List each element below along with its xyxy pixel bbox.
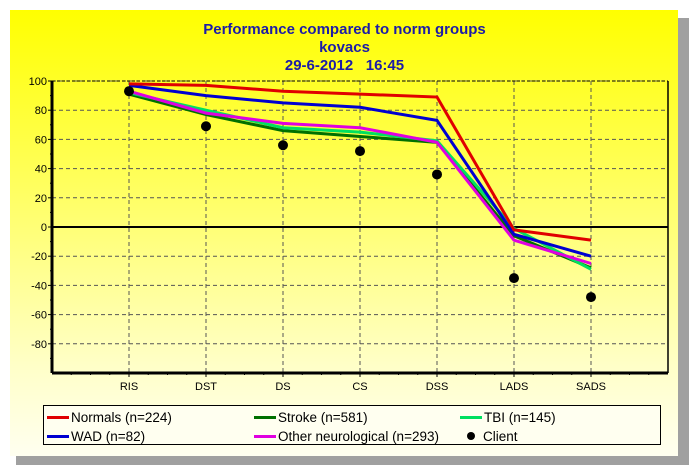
legend-swatch bbox=[254, 434, 276, 438]
legend-item: Normals (n=224) bbox=[47, 408, 172, 426]
legend-swatch bbox=[254, 415, 276, 419]
legend-label: Normals (n=224) bbox=[71, 409, 172, 425]
x-tick-label: RIS bbox=[120, 381, 138, 393]
client-point bbox=[201, 121, 211, 132]
series-line-wad bbox=[128, 83, 592, 258]
x-tick-label: LADS bbox=[500, 381, 529, 393]
y-tick-label: -80 bbox=[31, 339, 47, 351]
chart-title: Performance compared to norm groups bbox=[203, 21, 486, 38]
client-point bbox=[509, 273, 519, 284]
y-tick-label: 20 bbox=[35, 193, 47, 205]
chart-subtitle: kovacs bbox=[319, 39, 370, 56]
client-point bbox=[586, 292, 596, 303]
y-tick-label: 100 bbox=[29, 76, 47, 88]
y-tick-label: 80 bbox=[35, 105, 47, 117]
legend-label: Stroke (n=581) bbox=[278, 409, 368, 425]
legend-item: Stroke (n=581) bbox=[254, 408, 368, 426]
x-tick-label: DST bbox=[195, 381, 217, 393]
chart-date: 29-6-2012 16:45 bbox=[284, 57, 405, 74]
y-tick-label: -20 bbox=[31, 251, 47, 263]
series-line-normals bbox=[128, 82, 592, 242]
legend: Normals (n=224) WAD (n=82) Stroke (n=581) T… bbox=[43, 405, 661, 445]
x-tick-label: DS bbox=[275, 381, 290, 393]
legend-item: TBI (n=145) bbox=[460, 408, 556, 426]
y-tick-label: 0 bbox=[41, 222, 47, 234]
client-point bbox=[278, 140, 288, 151]
legend-swatch bbox=[460, 415, 482, 419]
chart-panel bbox=[8, 8, 678, 456]
legend-dot-icon bbox=[467, 432, 475, 440]
y-tick-label: -60 bbox=[31, 310, 47, 322]
legend-swatch bbox=[47, 434, 69, 438]
legend-item: WAD (n=82) bbox=[47, 427, 145, 445]
client-point bbox=[432, 169, 442, 180]
legend-swatch bbox=[47, 415, 69, 419]
legend-label: WAD (n=82) bbox=[71, 428, 146, 444]
series-line-other bbox=[128, 89, 592, 265]
client-point bbox=[124, 86, 134, 97]
y-tick-label: 40 bbox=[35, 164, 47, 176]
y-tick-label: -40 bbox=[31, 280, 47, 292]
legend-item: Client bbox=[460, 427, 518, 445]
x-tick-label: SADS bbox=[576, 381, 606, 393]
legend-label: Client bbox=[483, 428, 518, 444]
y-tick-label: 60 bbox=[35, 134, 47, 146]
x-tick-label: DSS bbox=[426, 381, 449, 393]
x-tick-label: CS bbox=[352, 381, 367, 393]
legend-item: Other neurological (n=293) bbox=[254, 427, 439, 445]
client-point bbox=[355, 146, 365, 157]
legend-label: TBI (n=145) bbox=[484, 409, 556, 425]
legend-label: Other neurological (n=293) bbox=[278, 428, 439, 444]
